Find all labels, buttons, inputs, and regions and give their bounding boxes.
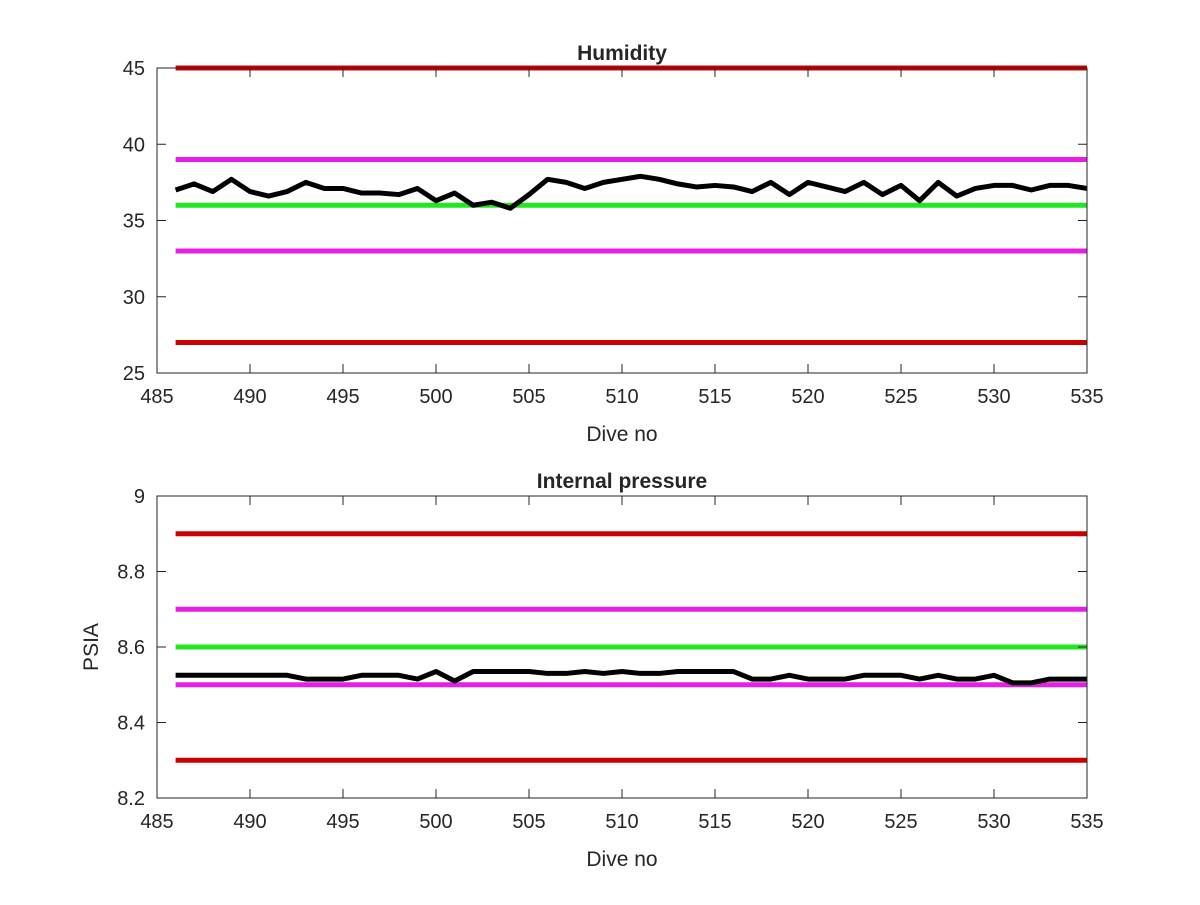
- subplot-1-x-tick-label: 520: [791, 386, 824, 408]
- subplot-1-y-tick-label: 40: [123, 134, 145, 156]
- subplot-1-x-tick-label: 505: [512, 386, 545, 408]
- subplot-1-title: Humidity: [577, 42, 667, 65]
- subplot-1-y-tick-label: 25: [123, 363, 145, 385]
- subplot-2-x-tick-label: 525: [884, 811, 917, 833]
- subplot-2-series-line-1: [175, 669, 1087, 686]
- subplot-2-x-tick-label: 490: [233, 811, 266, 833]
- subplot-2-x-tick-label: 515: [698, 811, 731, 833]
- subplot-1-x-tick-label: 485: [140, 386, 173, 408]
- subplot-2-y-tick-label: 8.2: [117, 788, 145, 810]
- subplot-2-x-tick-label: 505: [512, 811, 545, 833]
- subplot-1-x-tick-label: 525: [884, 386, 917, 408]
- subplot-1-y-tick-label: 45: [123, 58, 145, 80]
- subplot-2-y-tick-label: 8.4: [117, 713, 145, 735]
- subplot-1-x-tick-label: 510: [605, 386, 638, 408]
- subplot-2-x-axis-label: Dive no: [586, 848, 657, 871]
- subplot-2-x-tick-label: 495: [326, 811, 359, 833]
- subplot-1-y-tick-label: 30: [123, 287, 145, 309]
- subplot-1-x-tick-label: 500: [419, 386, 452, 408]
- subplot-2-x-tick-label: 535: [1070, 811, 1103, 833]
- subplot-2-y-axis-label: PSIA: [80, 623, 103, 671]
- subplot-2-y-tick-label: 8.8: [117, 562, 145, 584]
- subplot-2-y-tick-label: 8.6: [117, 637, 145, 659]
- subplot-1-axes-box: [156, 67, 1088, 374]
- subplot-2-x-tick-label: 520: [791, 811, 824, 833]
- subplot-1-x-axis-label: Dive no: [586, 423, 657, 446]
- subplot-1-y-tick-label: 35: [123, 211, 145, 233]
- subplot-2-y-tick-label: 9: [134, 486, 145, 508]
- subplot-1-series-line-1: [174, 173, 1088, 211]
- subplot-2-x-tick-label: 510: [605, 811, 638, 833]
- subplot-1: 485 490 495 500 505 510 515 520 525 530 535 25 30 35 4…: [123, 42, 1104, 446]
- subplot-2-title: Internal pressure: [537, 470, 707, 493]
- subplot-2-x-tick-label: 530: [977, 811, 1010, 833]
- subplot-1-x-tick-label: 490: [233, 386, 266, 408]
- subplot-2: 485 490 495 500 505 510 515 520 525 530 535 8.2 8.4 8…: [80, 470, 1104, 871]
- subplot-1-x-tick-label: 530: [977, 386, 1010, 408]
- subplot-1-x-tick-label: 515: [698, 386, 731, 408]
- subplot-2-x-tick-label: 500: [419, 811, 452, 833]
- subplot-1-x-tick-label: 535: [1070, 386, 1103, 408]
- subplot-2-x-tick-label: 485: [140, 811, 173, 833]
- subplot-1-x-tick-label: 495: [326, 386, 359, 408]
